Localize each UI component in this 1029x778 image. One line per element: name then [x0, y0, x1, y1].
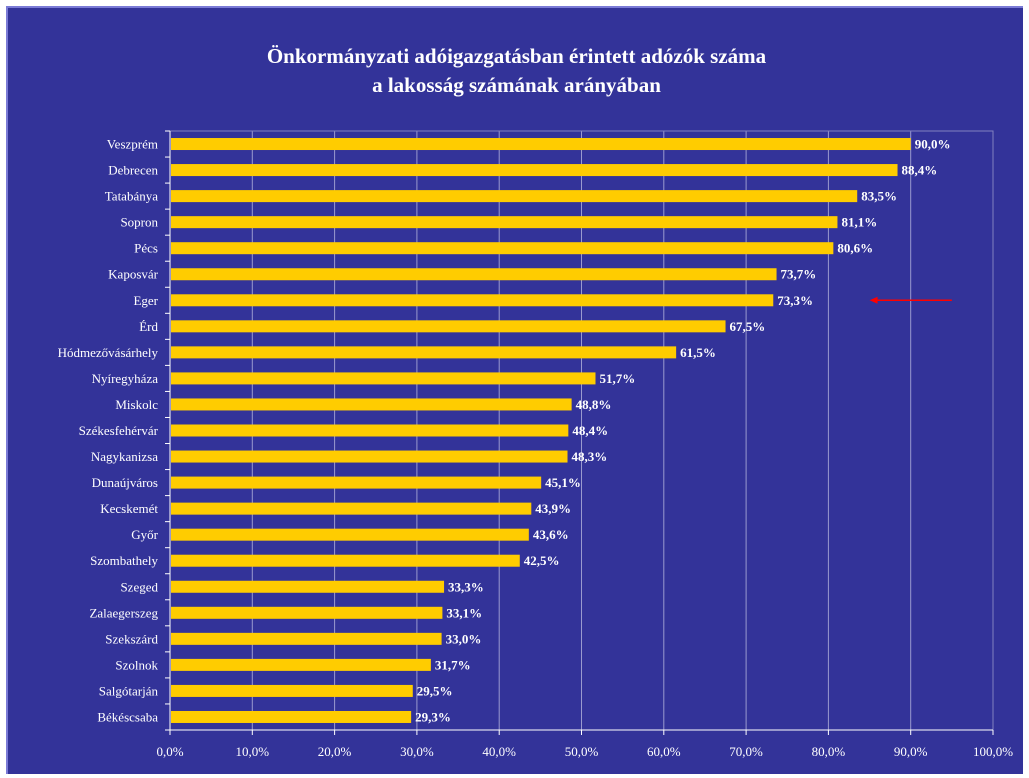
category-label: Dunaújváros — [92, 475, 158, 490]
bar — [171, 216, 838, 229]
category-label: Tatabánya — [105, 189, 158, 204]
data-label: 88,4% — [902, 163, 938, 178]
category-label: Szolnok — [115, 657, 158, 672]
data-label: 73,7% — [781, 267, 817, 282]
category-label: Debrecen — [108, 163, 158, 178]
data-label: 33,0% — [446, 631, 482, 646]
chart-panel: Önkormányzati adóigazgatásban érintett a… — [6, 6, 1023, 774]
data-label: 43,9% — [535, 501, 571, 516]
highlight-arrowhead — [869, 296, 878, 304]
data-label: 48,4% — [572, 423, 608, 438]
bar — [171, 138, 911, 151]
data-label: 61,5% — [680, 345, 716, 360]
bar — [171, 580, 445, 593]
data-label: 80,6% — [837, 241, 873, 256]
bar — [171, 294, 774, 307]
bar-chart: 0,0% 10,0% 20,0% 30,0% 40,0% 50,0% 60,0% 70,0% 8… — [58, 130, 1013, 759]
category-label: Szeged — [120, 579, 158, 594]
chart-title-line-1: Önkormányzati adóigazgatásban érintett a… — [266, 44, 767, 68]
data-label: 31,7% — [435, 657, 471, 672]
bar — [171, 606, 443, 619]
x-tick-label: 20,0% — [318, 744, 352, 759]
bar — [171, 450, 568, 463]
data-label: 73,3% — [777, 293, 813, 308]
category-label: Zalaegerszeg — [89, 605, 158, 620]
x-tick-label: 40,0% — [482, 744, 516, 759]
bar — [171, 398, 572, 411]
bar — [171, 424, 569, 437]
bar — [171, 476, 542, 489]
data-label: 90,0% — [915, 137, 951, 152]
x-tick-label: 70,0% — [729, 744, 763, 759]
category-label: Szombathely — [90, 553, 158, 568]
category-label: Kecskemét — [100, 501, 158, 516]
data-label: 81,1% — [841, 215, 877, 230]
data-label: 48,3% — [572, 449, 608, 464]
x-tick-label: 10,0% — [236, 744, 270, 759]
category-label: Salgótarján — [99, 683, 159, 698]
bar — [171, 528, 529, 541]
x-tick-label: 80,0% — [812, 744, 846, 759]
bar — [171, 190, 858, 203]
bar — [171, 242, 834, 255]
category-label: Hódmezővásárhely — [58, 345, 159, 360]
x-tick-label: 90,0% — [894, 744, 928, 759]
category-label: Eger — [133, 293, 158, 308]
x-tick-label: 0,0% — [156, 744, 183, 759]
bar — [171, 658, 431, 671]
data-label: 42,5% — [524, 553, 560, 568]
chart-title-line-2: a lakosság számának arányában — [372, 73, 661, 97]
x-tick-label: 50,0% — [565, 744, 599, 759]
category-label: Kaposvár — [108, 267, 158, 282]
bar — [171, 554, 520, 567]
data-label: 43,6% — [533, 527, 569, 542]
category-label: Pécs — [134, 241, 158, 256]
category-label: Érd — [139, 319, 158, 334]
category-label: Sopron — [120, 215, 158, 230]
category-label: Nyíregyháza — [92, 371, 159, 386]
bar — [171, 710, 412, 723]
bar — [171, 684, 413, 697]
category-label: Miskolc — [115, 397, 158, 412]
data-label: 29,3% — [415, 709, 451, 724]
bar — [171, 632, 442, 645]
x-tick-label: 60,0% — [647, 744, 681, 759]
category-label: Nagykanizsa — [91, 449, 158, 464]
bar — [171, 268, 777, 281]
data-label: 48,8% — [576, 397, 612, 412]
chart-title: Önkormányzati adóigazgatásban érintett a… — [8, 42, 1025, 100]
bar — [171, 320, 726, 333]
category-label: Szekszárd — [105, 631, 158, 646]
x-tick-label: 30,0% — [400, 744, 434, 759]
category-label: Veszprém — [107, 137, 158, 152]
bar — [171, 164, 898, 177]
category-label: Békéscsaba — [97, 709, 158, 724]
x-tick-label: 100,0% — [973, 744, 1013, 759]
data-label: 33,1% — [446, 605, 482, 620]
data-label: 33,3% — [448, 579, 484, 594]
data-label: 29,5% — [417, 683, 453, 698]
bar — [171, 346, 677, 359]
data-label: 51,7% — [599, 371, 635, 386]
bar — [171, 502, 532, 515]
category-label: Székesfehérvár — [79, 423, 159, 438]
bar — [171, 372, 596, 385]
category-label: Győr — [131, 527, 158, 542]
data-label: 67,5% — [730, 319, 766, 334]
data-label: 45,1% — [545, 475, 581, 490]
data-label: 83,5% — [861, 189, 897, 204]
